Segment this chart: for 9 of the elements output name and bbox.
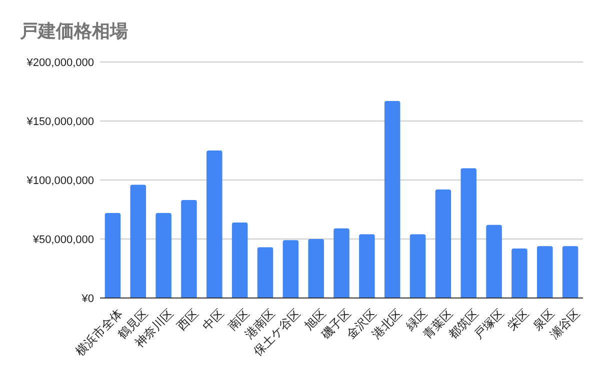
- x-tick-label: 栄区: [504, 306, 532, 334]
- x-tick-label: 西区: [174, 306, 202, 334]
- y-tick-label: ¥150,000,000: [26, 116, 94, 128]
- x-tick-label: 中区: [200, 306, 227, 334]
- y-tick-label: ¥0: [80, 293, 94, 305]
- title: 戸建価格相場: [20, 21, 128, 41]
- y-tick-label: ¥200,000,000: [26, 57, 94, 69]
- y-tick-label: ¥50,000,000: [32, 234, 94, 246]
- y-tick-label: ¥100,000,000: [26, 175, 94, 187]
